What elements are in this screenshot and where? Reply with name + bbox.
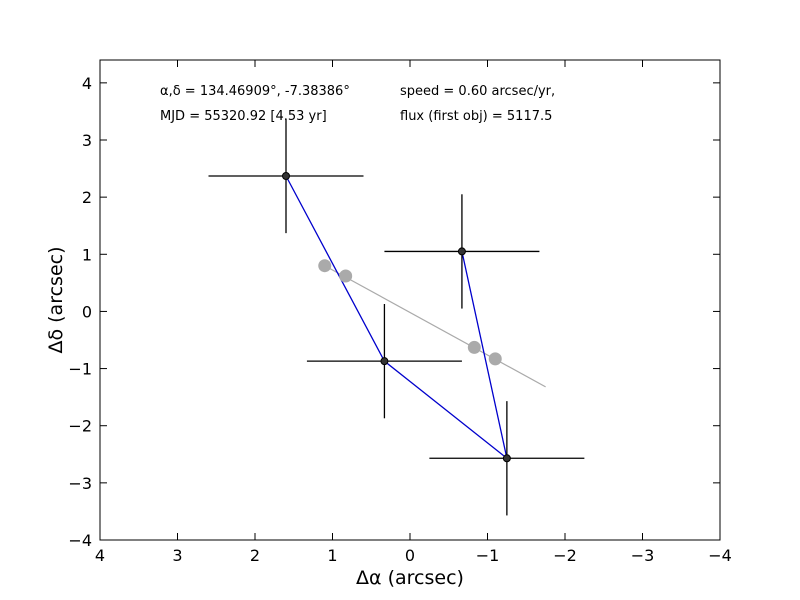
predicted-track-point xyxy=(488,352,502,366)
y-tick-label: 3 xyxy=(82,131,92,150)
x-tick-label: −1 xyxy=(476,546,500,565)
x-tick-label: −4 xyxy=(708,546,732,565)
annotation-coordinates: α,δ = 134.46909°, -7.38386° xyxy=(160,84,350,99)
y-tick-label: 0 xyxy=(82,302,92,321)
y-axis-label: Δδ (arcsec) xyxy=(45,246,67,353)
y-tick-label: 4 xyxy=(82,74,92,93)
x-tick-label: 3 xyxy=(172,546,182,565)
x-tick-label: 2 xyxy=(250,546,260,565)
annotation-flux: flux (first obj) = 5117.5 xyxy=(400,109,552,124)
annotation-mjd: MJD = 55320.92 [4.53 yr] xyxy=(160,109,327,124)
x-tick-label: 4 xyxy=(95,546,105,565)
x-tick-label: −2 xyxy=(553,546,577,565)
plot-area xyxy=(208,118,585,516)
y-tick-label: −2 xyxy=(68,417,92,436)
predicted-track-point xyxy=(339,269,353,283)
x-tick-label: −3 xyxy=(631,546,655,565)
detection-2 xyxy=(384,194,540,309)
detection-1 xyxy=(208,118,364,234)
detection-point xyxy=(282,172,290,180)
predicted-track-point xyxy=(467,340,481,354)
y-tick-label: 2 xyxy=(82,188,92,207)
y-tick-label: −3 xyxy=(68,474,92,493)
detection-3 xyxy=(306,304,462,419)
x-tick-label: 0 xyxy=(405,546,415,565)
detection-point xyxy=(457,247,466,256)
x-axis-label: Δα (arcsec) xyxy=(356,567,464,589)
detection-point xyxy=(502,454,511,463)
axis-ticks xyxy=(99,60,721,541)
detection-4 xyxy=(429,401,585,516)
detection-connecting-path xyxy=(285,175,508,460)
annotation-speed: speed = 0.60 arcsec/yr, xyxy=(400,84,555,99)
detection-point xyxy=(380,357,389,366)
y-tick-label: −1 xyxy=(68,360,92,379)
x-tick-label: 1 xyxy=(327,546,337,565)
predicted-track-line xyxy=(324,265,546,388)
predicted-track-point xyxy=(318,259,332,273)
axes-frame xyxy=(99,59,721,541)
y-tick-label: −4 xyxy=(68,531,92,550)
y-tick-label: 1 xyxy=(82,245,92,264)
